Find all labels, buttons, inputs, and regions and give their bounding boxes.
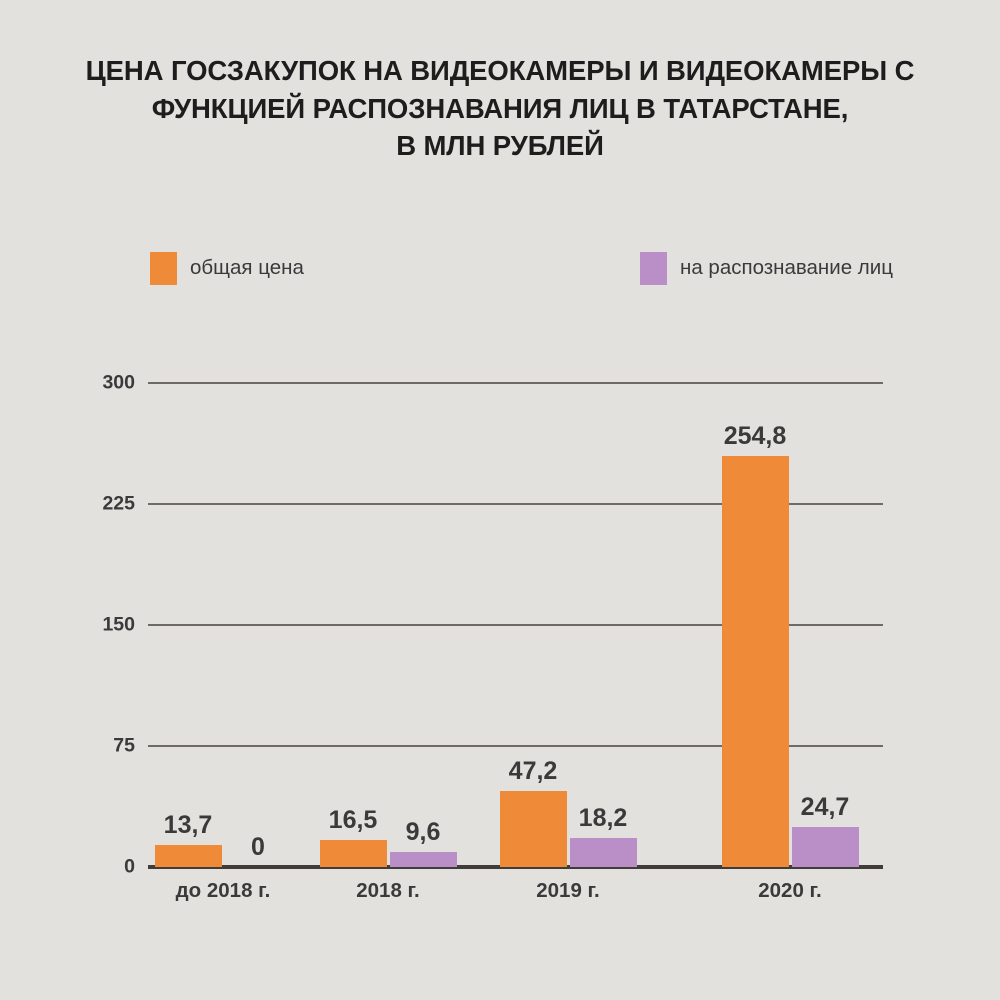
bar-общая-цена-2 (499, 790, 567, 867)
bar-value-label: 254,8 (723, 421, 787, 450)
legend-swatch-face-icon (640, 251, 667, 285)
bar-value-label: 16,5 (328, 806, 378, 835)
y-axis-tick-label: 0 (124, 855, 135, 878)
y-axis-tick-label: 75 (113, 734, 135, 757)
bar-общая-цена-1 (319, 840, 387, 867)
legend-item-total: общая цена (150, 250, 304, 286)
bar-общая-цена-3 (721, 455, 789, 867)
bar-value-label: 47,2 (508, 756, 558, 785)
x-axis-category-label: 2019 г. (536, 879, 600, 902)
x-axis-category-label: 2018 г. (356, 879, 420, 902)
y-axis-tick-label: 300 (102, 371, 135, 394)
bar-на-распознавание-лиц-3 (791, 827, 859, 867)
x-axis-category-label: 2020 г. (758, 879, 822, 902)
y-axis-tick-label: 225 (102, 492, 135, 515)
y-axis-tick-label: 150 (102, 613, 135, 636)
bar-на-распознавание-лиц-2 (569, 837, 637, 867)
bar-value-label: 13,7 (163, 810, 213, 839)
page-title: ЦЕНА ГОСЗАКУПОК НА ВИДЕОКАМЕРЫ И ВИДЕОКА… (85, 55, 915, 162)
gridline (148, 503, 883, 505)
legend-label-face: на распознавание лиц (680, 256, 893, 279)
bar-value-label: 24,7 (800, 793, 850, 822)
bar-value-label: 9,6 (405, 817, 441, 846)
bar-общая-цена-0 (154, 844, 222, 867)
bar-value-label: 18,2 (578, 803, 628, 832)
axis-baseline (148, 865, 883, 869)
gridline (148, 745, 883, 747)
chart-legend: общая цена на распознавание лиц (0, 250, 1000, 290)
legend-label-total: общая цена (190, 256, 304, 279)
bar-на-распознавание-лиц-1 (389, 851, 457, 867)
legend-item-face: на распознавание лиц (640, 250, 893, 286)
gridline (148, 382, 883, 384)
bar-value-label: 0 (251, 833, 265, 861)
legend-swatch-total-icon (150, 251, 177, 285)
gridline (148, 624, 883, 626)
x-axis-category-label: до 2018 г. (175, 879, 271, 902)
